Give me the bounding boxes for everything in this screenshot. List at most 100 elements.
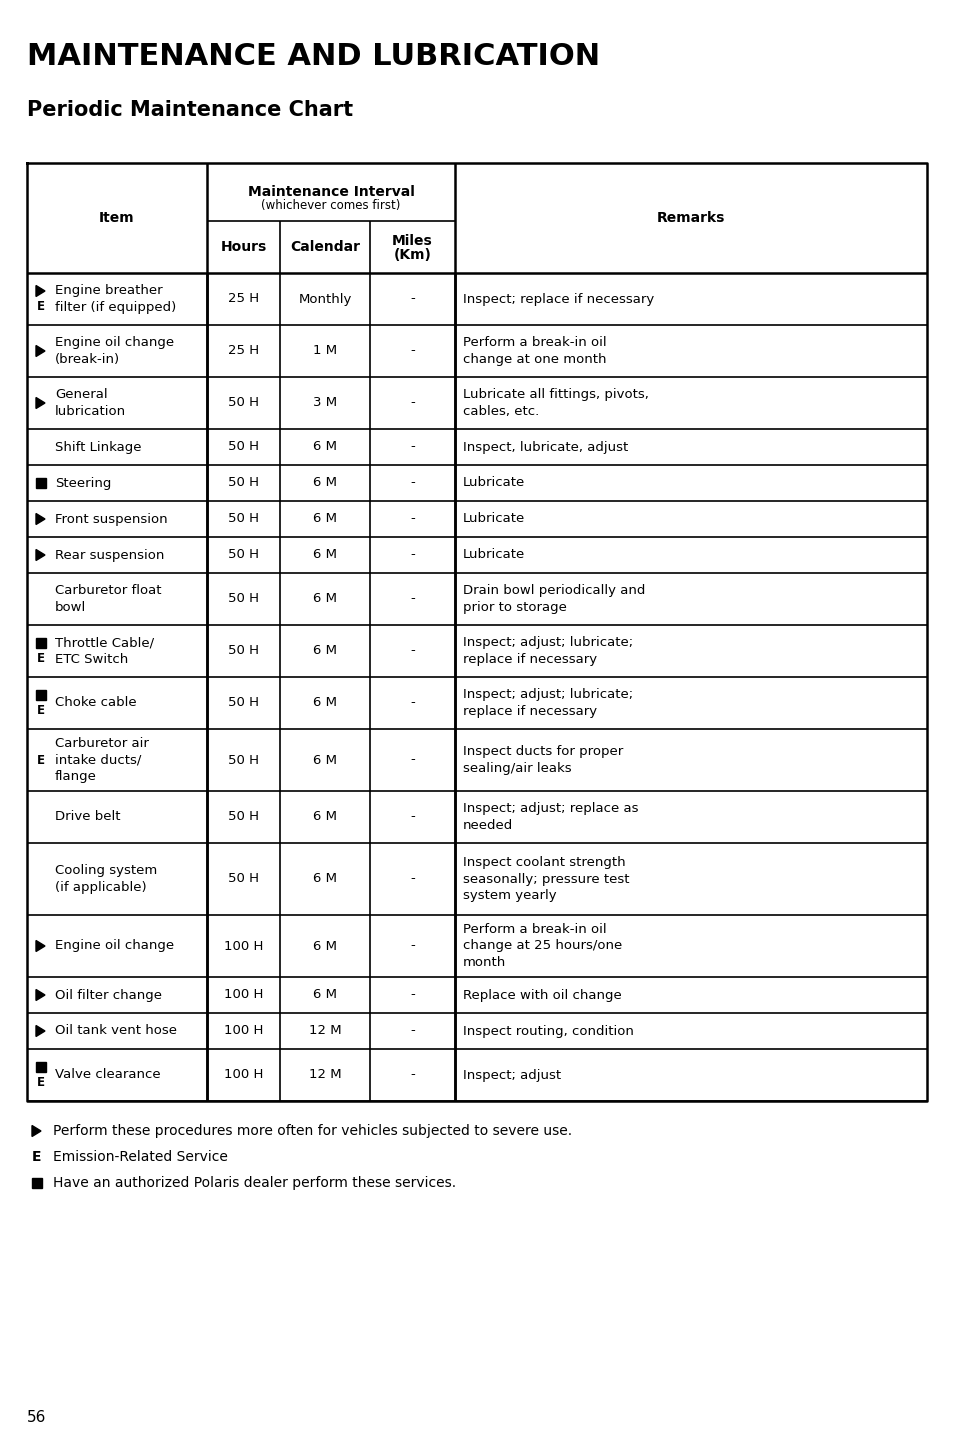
Text: 6 M: 6 M (313, 548, 336, 561)
Text: Lubricate all fittings, pivots,
cables, etc.: Lubricate all fittings, pivots, cables, … (462, 388, 648, 417)
Text: E: E (37, 653, 45, 666)
Text: Engine breather
filter (if equipped): Engine breather filter (if equipped) (55, 284, 176, 314)
Text: (whichever comes first): (whichever comes first) (261, 199, 400, 212)
Bar (36, 478, 46, 489)
Text: 50 H: 50 H (228, 512, 258, 525)
Polygon shape (36, 397, 45, 409)
Polygon shape (36, 1025, 45, 1037)
Text: Hours: Hours (220, 240, 266, 254)
Text: (Km): (Km) (394, 249, 431, 262)
Text: 6 M: 6 M (313, 477, 336, 490)
Text: Perform these procedures more often for vehicles subjected to severe use.: Perform these procedures more often for … (53, 1124, 572, 1138)
Polygon shape (36, 550, 45, 560)
Text: 50 H: 50 H (228, 441, 258, 454)
Text: Inspect ducts for proper
sealing/air leaks: Inspect ducts for proper sealing/air lea… (462, 746, 622, 775)
Text: Emission-Related Service: Emission-Related Service (53, 1150, 228, 1165)
Text: Lubricate: Lubricate (462, 512, 525, 525)
Bar (36, 638, 46, 648)
Text: Steering: Steering (55, 477, 112, 490)
Text: 50 H: 50 H (228, 397, 258, 410)
Text: 6 M: 6 M (313, 872, 336, 885)
Text: 100 H: 100 H (224, 1025, 263, 1038)
Text: E: E (37, 301, 45, 314)
Text: 6 M: 6 M (313, 441, 336, 454)
Text: Oil filter change: Oil filter change (55, 989, 162, 1002)
Text: 50 H: 50 H (228, 548, 258, 561)
Text: 50 H: 50 H (228, 753, 258, 766)
Text: 50 H: 50 H (228, 696, 258, 710)
Text: 1 M: 1 M (313, 345, 336, 358)
Text: 100 H: 100 H (224, 1069, 263, 1082)
Text: Inspect routing, condition: Inspect routing, condition (462, 1025, 633, 1038)
Text: Drive belt: Drive belt (55, 810, 120, 823)
Text: 6 M: 6 M (313, 592, 336, 605)
Bar (36, 691, 46, 699)
Text: 25 H: 25 H (228, 292, 259, 305)
Polygon shape (36, 990, 45, 1000)
Text: 6 M: 6 M (313, 512, 336, 525)
Text: Periodic Maintenance Chart: Periodic Maintenance Chart (27, 100, 353, 121)
Text: 100 H: 100 H (224, 989, 263, 1002)
Text: 50 H: 50 H (228, 592, 258, 605)
Text: Miles: Miles (392, 234, 433, 249)
Text: 3 M: 3 M (313, 397, 336, 410)
Text: -: - (410, 1025, 415, 1038)
Text: Item: Item (99, 211, 134, 225)
Text: Inspect coolant strength
seasonally; pressure test
system yearly: Inspect coolant strength seasonally; pre… (462, 856, 629, 901)
Text: -: - (410, 872, 415, 885)
Text: Engine oil change
(break-in): Engine oil change (break-in) (55, 336, 174, 366)
Text: -: - (410, 397, 415, 410)
Text: Valve clearance: Valve clearance (55, 1069, 160, 1082)
Text: Inspect; replace if necessary: Inspect; replace if necessary (462, 292, 654, 305)
Polygon shape (36, 285, 45, 297)
Text: -: - (410, 477, 415, 490)
Text: Oil tank vent hose: Oil tank vent hose (55, 1025, 177, 1038)
Text: Maintenance Interval: Maintenance Interval (247, 185, 414, 199)
Polygon shape (36, 513, 45, 525)
Polygon shape (36, 941, 45, 951)
Polygon shape (36, 346, 45, 356)
Text: -: - (410, 441, 415, 454)
Text: -: - (410, 292, 415, 305)
Text: Front suspension: Front suspension (55, 512, 168, 525)
Text: E: E (37, 753, 45, 766)
Text: -: - (410, 644, 415, 657)
Text: 6 M: 6 M (313, 644, 336, 657)
Text: 6 M: 6 M (313, 753, 336, 766)
Text: Monthly: Monthly (298, 292, 352, 305)
Text: 12 M: 12 M (309, 1069, 341, 1082)
Polygon shape (32, 1125, 41, 1137)
Text: 56: 56 (27, 1410, 47, 1425)
Text: Replace with oil change: Replace with oil change (462, 989, 621, 1002)
Text: Cooling system
(if applicable): Cooling system (if applicable) (55, 864, 157, 894)
Text: Carburetor float
bowl: Carburetor float bowl (55, 585, 161, 614)
Text: Engine oil change: Engine oil change (55, 939, 174, 952)
Text: Lubricate: Lubricate (462, 548, 525, 561)
Text: Throttle Cable/
ETC Switch: Throttle Cable/ ETC Switch (55, 637, 154, 666)
Text: General
lubrication: General lubrication (55, 388, 126, 417)
Text: 100 H: 100 H (224, 939, 263, 952)
Text: Choke cable: Choke cable (55, 696, 136, 710)
Bar (32, 1178, 42, 1188)
Text: Inspect; adjust; replace as
needed: Inspect; adjust; replace as needed (462, 803, 638, 832)
Text: E: E (37, 705, 45, 717)
Text: 6 M: 6 M (313, 810, 336, 823)
Text: Shift Linkage: Shift Linkage (55, 441, 141, 454)
Text: E: E (37, 1076, 45, 1089)
Text: -: - (410, 512, 415, 525)
Text: 50 H: 50 H (228, 644, 258, 657)
Text: 50 H: 50 H (228, 872, 258, 885)
Text: 50 H: 50 H (228, 477, 258, 490)
Text: Rear suspension: Rear suspension (55, 548, 164, 561)
Text: 6 M: 6 M (313, 989, 336, 1002)
Text: Carburetor air
intake ducts/
flange: Carburetor air intake ducts/ flange (55, 737, 149, 784)
Text: Perform a break-in oil
change at 25 hours/one
month: Perform a break-in oil change at 25 hour… (462, 923, 621, 968)
Text: Drain bowl periodically and
prior to storage: Drain bowl periodically and prior to sto… (462, 585, 644, 614)
Text: -: - (410, 939, 415, 952)
Text: Have an authorized Polaris dealer perform these services.: Have an authorized Polaris dealer perfor… (53, 1176, 456, 1189)
Text: Perform a break-in oil
change at one month: Perform a break-in oil change at one mon… (462, 336, 606, 366)
Text: -: - (410, 989, 415, 1002)
Text: -: - (410, 345, 415, 358)
Text: Inspect; adjust; lubricate;
replace if necessary: Inspect; adjust; lubricate; replace if n… (462, 637, 633, 666)
Text: -: - (410, 696, 415, 710)
